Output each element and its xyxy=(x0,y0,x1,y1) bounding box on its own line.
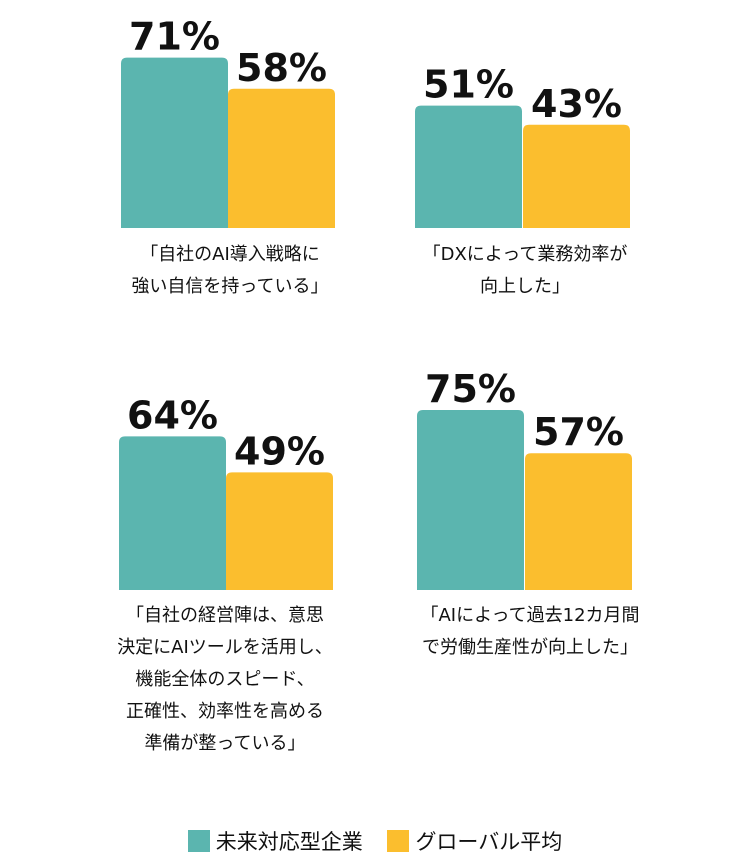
chart-4: 75% 57% xyxy=(417,367,632,590)
bar-chart3-series1 xyxy=(119,436,226,590)
caption-line-1-1: 「自社のAI導入戦略に xyxy=(140,244,320,265)
data-label-chart1-series1: 71% xyxy=(129,15,220,59)
chart-1: 71% 58% xyxy=(121,15,335,228)
legend: 未来対応型企業 グローバル平均 xyxy=(0,826,750,857)
data-label-chart4-series1: 75% xyxy=(425,367,516,411)
caption-line-3-2: 決定にAIツールを活用し、 xyxy=(117,637,333,658)
data-label-chart2-series1: 51% xyxy=(423,63,514,107)
caption-4: 「AIによって過去12カ月間 で労働生産性が向上した」 xyxy=(385,600,675,664)
data-label-chart1-series2: 58% xyxy=(236,46,327,90)
legend-label-series1: 未来対応型企業 xyxy=(215,830,363,854)
legend-swatch-series1 xyxy=(187,830,210,852)
data-label-chart2-series2: 43% xyxy=(531,82,622,126)
bar-chart4-series2 xyxy=(525,453,632,590)
caption-2: 「DXによって業務効率が 向上した」 xyxy=(395,239,655,303)
bar-chart1-series1 xyxy=(121,57,228,228)
caption-line-2-2: 向上した」 xyxy=(480,276,570,297)
caption-line-1-2: 強い自信を持っている」 xyxy=(131,276,329,297)
data-label-chart3-series2: 49% xyxy=(234,429,325,473)
caption-line-3-3: 機能全体のスピード、 xyxy=(135,669,315,690)
caption-line-2-1: 「DXによって業務効率が xyxy=(422,244,628,265)
caption-line-4-2: で労働生産性が向上した」 xyxy=(422,637,638,658)
caption-3: 「自社の経営陣は、意思 決定にAIツールを活用し、 機能全体のスピード、 正確性、効率… xyxy=(70,600,380,760)
caption-line-3-5: 準備が整っている」 xyxy=(144,733,306,754)
data-label-chart4-series2: 57% xyxy=(533,410,624,454)
caption-line-4-1: 「AIによって過去12カ月間 xyxy=(420,605,640,626)
bar-chart2-series2 xyxy=(523,124,630,228)
legend-item-series2: グローバル平均 xyxy=(387,826,562,856)
data-label-chart3-series1: 64% xyxy=(127,393,218,437)
chart-2: 51% 43% xyxy=(415,63,630,228)
legend-item-series1: 未来対応型企業 xyxy=(187,826,363,856)
chart-3: 64% 49% xyxy=(119,393,333,590)
bar-chart4-series1 xyxy=(417,410,524,590)
bar-chart2-series1 xyxy=(415,105,522,228)
caption-line-3-4: 正確性、効率性を高める xyxy=(126,701,324,722)
legend-swatch-series2 xyxy=(387,830,410,852)
legend-label-series2: グローバル平均 xyxy=(415,830,563,854)
bar-chart1-series2 xyxy=(228,88,335,228)
bar-chart3-series2 xyxy=(226,472,333,590)
caption-1: 「自社のAI導入戦略に 強い自信を持っている」 xyxy=(100,239,360,303)
caption-line-3-1: 「自社の経営陣は、意思 xyxy=(126,605,324,626)
